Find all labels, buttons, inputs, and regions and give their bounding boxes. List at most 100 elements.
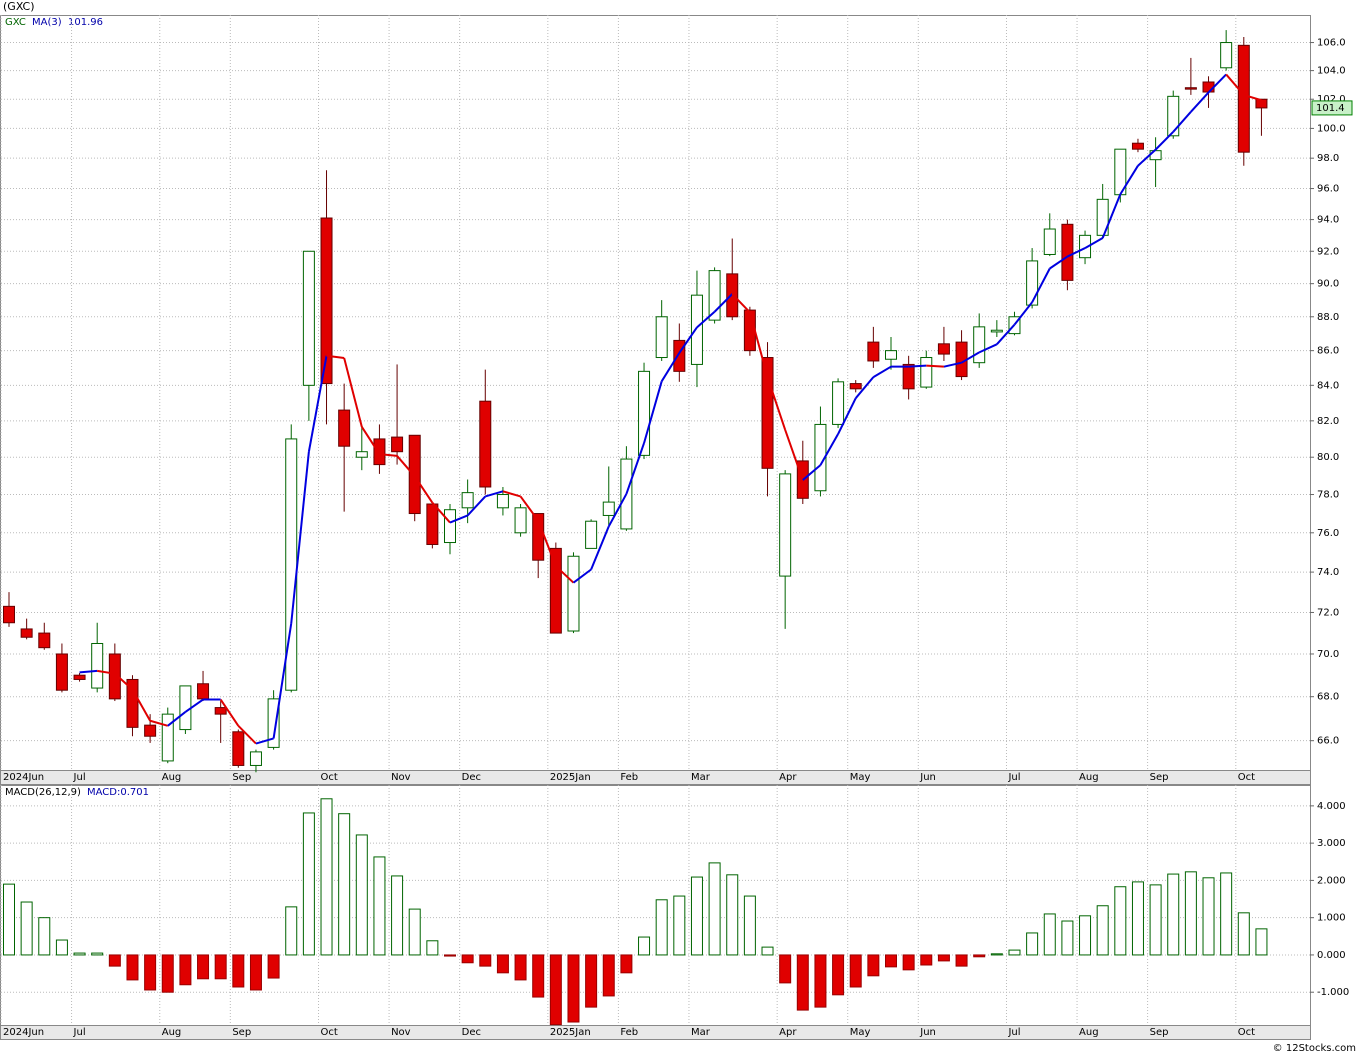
x-tick-label: Aug	[162, 772, 182, 783]
candle-body	[1255, 98, 1268, 109]
bar	[320, 798, 333, 956]
bar	[496, 954, 509, 974]
x-tick-label: Oct	[321, 772, 338, 783]
candle-body	[338, 409, 351, 447]
x-tick-label: Sep	[1150, 772, 1169, 783]
bar	[126, 954, 139, 981]
chart-title: (GXC)	[3, 0, 35, 13]
candle-body	[355, 451, 368, 458]
x-tick-label: Sep	[232, 1027, 251, 1038]
bar	[973, 954, 986, 958]
ma-line	[1049, 255, 1068, 270]
y-tick-label: 72.0	[1317, 607, 1339, 618]
candle-body	[567, 555, 580, 632]
y-tick-label: 0.000	[1317, 950, 1346, 961]
candle-body	[779, 473, 792, 577]
ma-line	[1119, 165, 1139, 195]
ma-line	[1154, 131, 1174, 151]
ma-line	[943, 361, 962, 368]
ma-line	[713, 293, 733, 313]
macd-legend: MACD:0.701	[87, 787, 149, 798]
y-tick-label: 80.0	[1317, 452, 1339, 463]
bar	[1220, 872, 1233, 956]
candle-body	[1202, 81, 1215, 93]
bar	[355, 834, 368, 956]
bar	[267, 954, 280, 979]
ma-line	[431, 502, 451, 524]
y-tick-label: 68.0	[1317, 692, 1339, 703]
candle-body	[408, 434, 421, 515]
candle-body	[867, 341, 880, 362]
y-tick-label: 92.0	[1317, 246, 1339, 257]
bar	[620, 954, 633, 974]
y-tick-label: 76.0	[1317, 528, 1339, 539]
bar	[955, 954, 968, 967]
bar	[532, 954, 545, 998]
ma-line	[784, 429, 804, 481]
bar	[179, 954, 192, 986]
candle-body	[832, 381, 845, 425]
candle-body	[973, 326, 986, 364]
ma-line	[996, 323, 1016, 345]
legend-ma: MA(3)	[32, 17, 62, 28]
candle-body	[144, 724, 157, 737]
bar	[990, 953, 1003, 956]
bar	[937, 954, 950, 962]
ma-line	[872, 365, 892, 378]
candle-body	[479, 400, 492, 488]
y-tick-label: 94.0	[1317, 215, 1339, 226]
candle-body	[655, 316, 668, 359]
bar	[690, 876, 703, 956]
x-axis-strip	[0, 770, 1311, 785]
bar	[638, 936, 651, 956]
ma-line	[926, 364, 944, 368]
x-tick-label: Aug	[1079, 772, 1099, 783]
bar	[426, 940, 439, 956]
ma-line	[978, 343, 998, 354]
candle-body	[690, 294, 703, 365]
candle-body	[267, 698, 280, 748]
bar	[549, 954, 562, 1026]
candle-body	[585, 520, 598, 549]
x-axis-strip	[0, 1025, 1311, 1040]
bar	[567, 954, 580, 1023]
x-tick-label: Dec	[462, 772, 481, 783]
bar	[743, 895, 756, 956]
bar	[1149, 884, 1162, 956]
ma-line	[1013, 301, 1033, 326]
candle-body	[161, 713, 174, 762]
bar	[514, 954, 527, 981]
candle-body	[920, 357, 933, 388]
candle-body	[814, 423, 827, 492]
y-tick-label: 104.0	[1317, 66, 1346, 77]
ma-line	[272, 623, 293, 739]
ma-line	[660, 352, 681, 382]
candle-body	[179, 685, 192, 731]
bar	[3, 883, 15, 956]
candle-body	[1184, 87, 1197, 90]
legend-ma-value: 101.96	[68, 17, 103, 28]
ma-line	[167, 711, 187, 727]
y-tick-label: 74.0	[1317, 567, 1339, 578]
candle-body	[1026, 260, 1039, 306]
candle-body	[1237, 44, 1250, 153]
y-tick-label: 100.0	[1317, 123, 1346, 134]
y-tick-label: 3.000	[1317, 838, 1346, 849]
bar	[108, 954, 121, 967]
ma-line	[379, 453, 398, 457]
candle-body	[426, 503, 439, 545]
x-tick-label: 2024Jun	[3, 772, 44, 783]
ma-line	[79, 669, 98, 674]
x-tick-label: Oct	[321, 1027, 338, 1038]
x-tick-label: Dec	[462, 1027, 481, 1038]
bar	[1184, 871, 1197, 956]
candle-body	[990, 329, 1003, 333]
macd-title: MACD(26,12,9)	[5, 787, 81, 798]
ma-line	[149, 719, 169, 727]
candle-body	[638, 370, 651, 456]
x-tick-label: Aug	[1079, 1027, 1099, 1038]
ma-line	[643, 381, 663, 444]
candle-body	[3, 605, 15, 624]
candle-body	[20, 628, 33, 638]
candle-body	[444, 509, 456, 544]
